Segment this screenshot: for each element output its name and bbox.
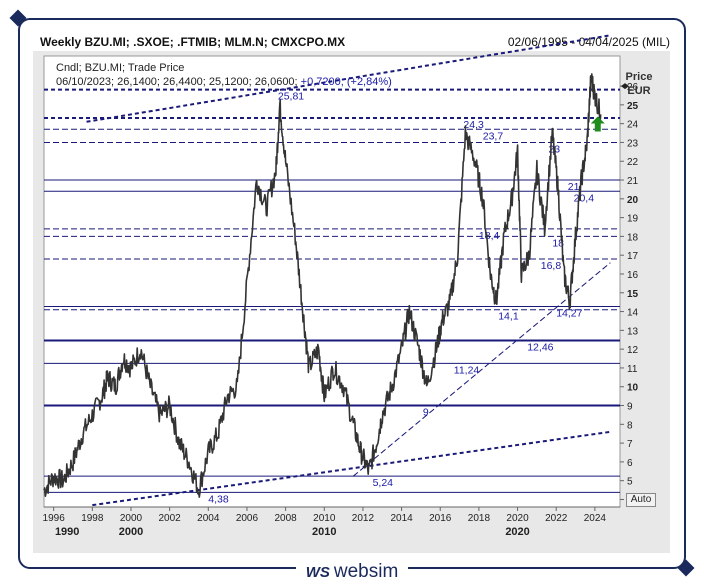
y-tick-label: 17 bbox=[627, 251, 639, 262]
y-tick-label: 11 bbox=[627, 364, 638, 375]
plot-area bbox=[43, 55, 621, 508]
level-label: 14,1 bbox=[498, 311, 519, 323]
level-label: 4,38 bbox=[208, 493, 229, 505]
x-tick-label: 2002 bbox=[159, 513, 182, 524]
x-tick-label: 2010 bbox=[313, 513, 336, 524]
y-tick-label: 19 bbox=[627, 214, 639, 225]
y-tick-label: 12 bbox=[627, 345, 639, 356]
level-label: 5,24 bbox=[373, 477, 394, 489]
level-label: 14,27 bbox=[556, 307, 582, 319]
price-line bbox=[43, 73, 602, 498]
y-tick-label: 14 bbox=[627, 308, 639, 319]
y-tick-label: 7 bbox=[627, 439, 633, 450]
auto-scale-button[interactable]: Auto bbox=[626, 493, 656, 507]
y-tick-label: 9 bbox=[627, 402, 633, 413]
level-label: 20,4 bbox=[574, 192, 595, 204]
x-tick-label: 2014 bbox=[390, 513, 413, 524]
legend-ohlc: 06/10/2023; 26,1400; 26,4400; 25,1200; 2… bbox=[56, 76, 392, 88]
y-tick-label: 21 bbox=[627, 176, 639, 187]
x-tick-label: 2008 bbox=[274, 513, 297, 524]
x-tick-label: 2022 bbox=[545, 513, 568, 524]
y-tick-label: 5 bbox=[627, 477, 633, 488]
level-label: 11,24 bbox=[454, 364, 480, 376]
websim-logo-text: websim bbox=[333, 561, 399, 582]
trendlines bbox=[86, 34, 611, 507]
trendline bbox=[92, 430, 611, 507]
level-label: 24,3 bbox=[463, 119, 484, 131]
y-tick-label: 25 bbox=[627, 101, 639, 112]
websim-logo-mark: WS bbox=[305, 563, 330, 581]
price-series bbox=[43, 73, 602, 498]
x-tick-label: 2004 bbox=[197, 513, 220, 524]
up-arrow-icon bbox=[590, 116, 605, 132]
grid bbox=[43, 55, 621, 508]
price-axis-label: Price EUR bbox=[625, 71, 653, 97]
y-tick-label: 13 bbox=[627, 326, 639, 337]
websim-logo: WS websim bbox=[296, 560, 408, 584]
y-tick-label: 18 bbox=[627, 232, 639, 243]
y-tick-label: 20 bbox=[627, 195, 639, 206]
level-label: 23,7 bbox=[483, 130, 504, 142]
level-label: 9 bbox=[423, 407, 429, 419]
x-tick-label: 2020 bbox=[506, 513, 529, 524]
x-decade-label: 2010 bbox=[312, 526, 336, 538]
level-label: 21 bbox=[568, 181, 580, 193]
last-price-marker bbox=[621, 83, 629, 90]
x-decade-label: 2000 bbox=[119, 526, 143, 538]
x-axis: 1996 1998 2000 2002 2004 2006 2008 2010 2012 2014… bbox=[43, 507, 607, 538]
x-tick-label: 2006 bbox=[236, 513, 259, 524]
x-tick-label: 2024 bbox=[584, 513, 607, 524]
y-tick-label: 16 bbox=[627, 270, 639, 281]
level-label: 25,81 bbox=[278, 91, 304, 103]
y-tick-label: 26 bbox=[627, 82, 639, 93]
y-tick-label: 24 bbox=[627, 120, 639, 131]
y-tick-label: 10 bbox=[627, 383, 639, 394]
x-tick-label: 2012 bbox=[352, 513, 375, 524]
level-label: 12,46 bbox=[527, 342, 553, 354]
y-tick-label: 22 bbox=[627, 157, 639, 168]
x-tick-label: 2016 bbox=[429, 513, 452, 524]
x-tick-label: 2018 bbox=[468, 513, 491, 524]
y-tick-label: 15 bbox=[627, 289, 639, 300]
legend-change: +0,7200; (+2,84%) bbox=[300, 76, 392, 88]
level-label: 16,8 bbox=[541, 260, 562, 272]
level-label: 18,4 bbox=[479, 230, 500, 242]
date-range: 02/06/1995 - 04/04/2025 (MIL) bbox=[507, 35, 670, 49]
trendline bbox=[352, 262, 611, 477]
y-tick-label: 8 bbox=[627, 420, 633, 431]
x-decade-label: 2020 bbox=[505, 526, 529, 538]
trendline bbox=[86, 34, 611, 123]
x-decade-label: 1990 bbox=[55, 526, 79, 538]
chart-title: Weekly BZU.MI; .SXOE; .FTMIB; MLM.N; CMX… bbox=[40, 35, 346, 49]
x-tick-label: 1998 bbox=[81, 513, 104, 524]
legend-ohlc-values: 06/10/2023; 26,1400; 26,4400; 25,1200; 2… bbox=[56, 76, 298, 88]
level-label: 18 bbox=[552, 237, 564, 249]
x-tick-label: 1996 bbox=[43, 513, 66, 524]
annotations bbox=[590, 83, 629, 132]
y-tick-label: 23 bbox=[627, 138, 639, 149]
y-tick-label: 6 bbox=[627, 458, 633, 469]
legend-instrument: Cndl; BZU.MI; Trade Price bbox=[56, 62, 185, 74]
y-axis: 4567891011121314151617181920212223242526 bbox=[620, 82, 639, 506]
x-tick-label: 2000 bbox=[120, 513, 143, 524]
